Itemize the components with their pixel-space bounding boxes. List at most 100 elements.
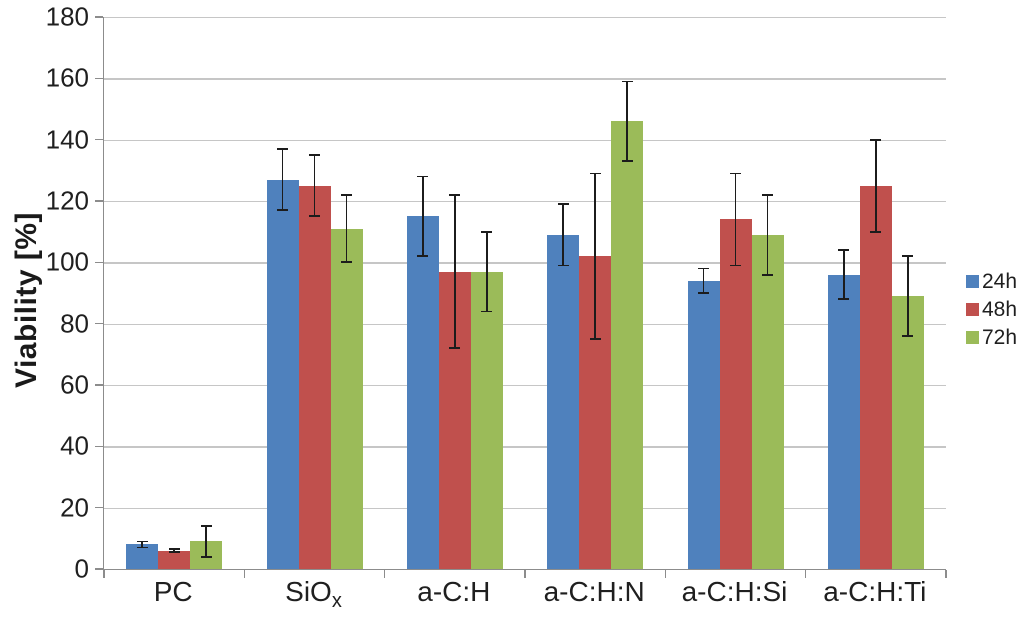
y-axis-title: Viability [%]	[10, 212, 43, 388]
error-bar-72h-a-C:H	[486, 231, 488, 312]
error-cap-top-48h-PC	[168, 548, 180, 550]
y-tick-label-40: 40	[60, 430, 89, 461]
bar-48h-PC	[158, 550, 191, 569]
x-category-label-text: a-C:H:Ti	[823, 576, 927, 607]
x-category-label-a-C:H: a-C:H	[384, 576, 524, 608]
bar-24h-a-C:H:N	[547, 234, 580, 569]
error-cap-bottom-24h-a-C:H:N	[557, 264, 569, 267]
bar-72h-a-C:H:Si	[751, 234, 784, 569]
y-tick-100	[95, 261, 103, 263]
y-tick-0	[95, 568, 103, 570]
x-boundary-tick-2	[384, 570, 386, 578]
error-cap-top-72h-a-C:H:N	[621, 80, 633, 83]
error-bar-72h-a-C:H:Si	[766, 194, 769, 275]
x-category-label-a-C:H:N: a-C:H:N	[524, 576, 664, 608]
y-tick-label-180: 180	[45, 1, 89, 32]
error-cap-bottom-48h-SiO	[309, 215, 320, 218]
error-bar-72h-SiO	[345, 194, 348, 263]
y-tick-label-0: 0	[74, 553, 89, 584]
error-cap-bottom-24h-a-C:H:Si	[698, 292, 709, 294]
x-category-label-subscript: x	[331, 590, 342, 612]
error-bar-48h-a-C:H:N	[594, 173, 596, 339]
y-tick-180	[95, 16, 103, 18]
error-cap-top-72h-a-C:H:Ti	[902, 255, 914, 258]
x-category-label-a-C:H:Ti: a-C:H:Ti	[805, 576, 945, 608]
legend-label-24h: 24h	[982, 269, 1018, 293]
bar-48h-SiOx	[298, 185, 331, 569]
bar-72h-a-C:H:N	[611, 121, 644, 569]
error-cap-top-48h-a-C:H:N	[589, 172, 601, 175]
error-cap-top-72h-PC	[200, 525, 212, 527]
error-cap-bottom-48h-a-C:H:Si	[730, 264, 741, 267]
bar-24h-SiOx	[266, 179, 299, 569]
x-category-label-text: a-C:H:Si	[681, 576, 788, 607]
error-cap-top-48h-a-C:H:Ti	[870, 138, 882, 141]
error-cap-top-24h-a-C:H:Ti	[838, 249, 850, 251]
error-cap-bottom-72h-PC	[200, 555, 212, 558]
error-bar-24h-a-C:H:Si	[702, 268, 705, 293]
x-boundary-tick-0	[103, 570, 105, 578]
x-category-label-PC: PC	[103, 576, 243, 608]
legend-swatch-48h	[966, 303, 979, 316]
error-bar-24h-a-C:H:Ti	[843, 250, 845, 300]
x-category-label-SiOx: SiOx	[243, 576, 383, 613]
x-category-label-text: a-C:H:N	[543, 576, 645, 607]
legend-label-72h: 72h	[982, 325, 1018, 349]
y-tick-label-60: 60	[60, 369, 89, 400]
gridline-160	[104, 78, 946, 80]
error-bar-24h-PC	[141, 541, 143, 548]
y-tick-label-160: 160	[45, 62, 89, 93]
error-bar-24h-SiO	[281, 148, 284, 211]
error-cap-bottom-72h-SiO	[341, 261, 352, 264]
x-category-label-text: SiO	[285, 576, 332, 607]
error-cap-top-48h-a-C:H	[449, 193, 461, 196]
legend-item-24h: 24h	[966, 269, 1018, 293]
x-boundary-tick-3	[524, 570, 526, 578]
y-tick-120	[95, 200, 103, 202]
legend-swatch-24h	[966, 275, 979, 288]
y-tick-label-80: 80	[60, 308, 89, 339]
error-cap-top-24h-SiO	[277, 147, 288, 150]
error-cap-top-72h-a-C:H	[481, 230, 493, 233]
x-category-label-a-C:H:Si: a-C:H:Si	[664, 576, 804, 608]
error-cap-top-24h-a-C:H:N	[557, 203, 569, 205]
bar-48h-a-C:H:Ti	[859, 185, 892, 569]
error-cap-bottom-48h-a-C:H:N	[589, 338, 601, 340]
error-cap-bottom-72h-a-C:H:Si	[762, 273, 773, 276]
gridline-80	[104, 323, 946, 325]
bar-24h-PC	[126, 544, 159, 569]
y-tick-140	[95, 139, 103, 141]
bar-72h-a-C:H	[470, 271, 503, 569]
error-cap-bottom-24h-SiO	[277, 209, 288, 212]
bar-24h-a-C:H	[406, 216, 439, 569]
plot-area	[95, 16, 947, 578]
gridline-60	[104, 385, 946, 387]
gridline-20	[104, 507, 946, 509]
bar-72h-SiOx	[330, 228, 363, 569]
error-cap-bottom-24h-a-C:H:Ti	[838, 298, 850, 301]
error-cap-top-48h-a-C:H:Si	[730, 172, 741, 175]
error-cap-bottom-72h-a-C:H	[481, 310, 493, 313]
y-tick-60	[95, 384, 103, 386]
error-bar-24h-a-C:H	[422, 176, 424, 257]
error-cap-bottom-48h-PC	[168, 551, 180, 554]
y-tick-80	[95, 323, 103, 325]
error-cap-bottom-24h-a-C:H	[417, 255, 429, 258]
y-tick-label-120: 120	[45, 185, 89, 216]
error-cap-bottom-48h-a-C:H	[449, 347, 461, 350]
bar-24h-a-C:H:Ti	[827, 274, 860, 569]
bar-48h-a-C:H:Si	[719, 219, 752, 569]
legend-item-72h: 72h	[966, 325, 1018, 349]
error-cap-bottom-24h-PC	[136, 546, 148, 549]
legend-swatch-72h	[966, 331, 979, 344]
error-bar-48h-a-C:H:Si	[734, 173, 737, 266]
x-boundary-tick-5	[805, 570, 807, 578]
error-cap-bottom-72h-a-C:H:N	[621, 160, 633, 163]
legend-label-48h: 48h	[982, 297, 1018, 321]
error-bar-24h-a-C:H:N	[562, 204, 564, 266]
gridline-40	[104, 446, 946, 448]
y-tick-label-140: 140	[45, 124, 89, 155]
error-bar-48h-a-C:H:Ti	[875, 139, 877, 232]
y-tick-160	[95, 77, 103, 79]
